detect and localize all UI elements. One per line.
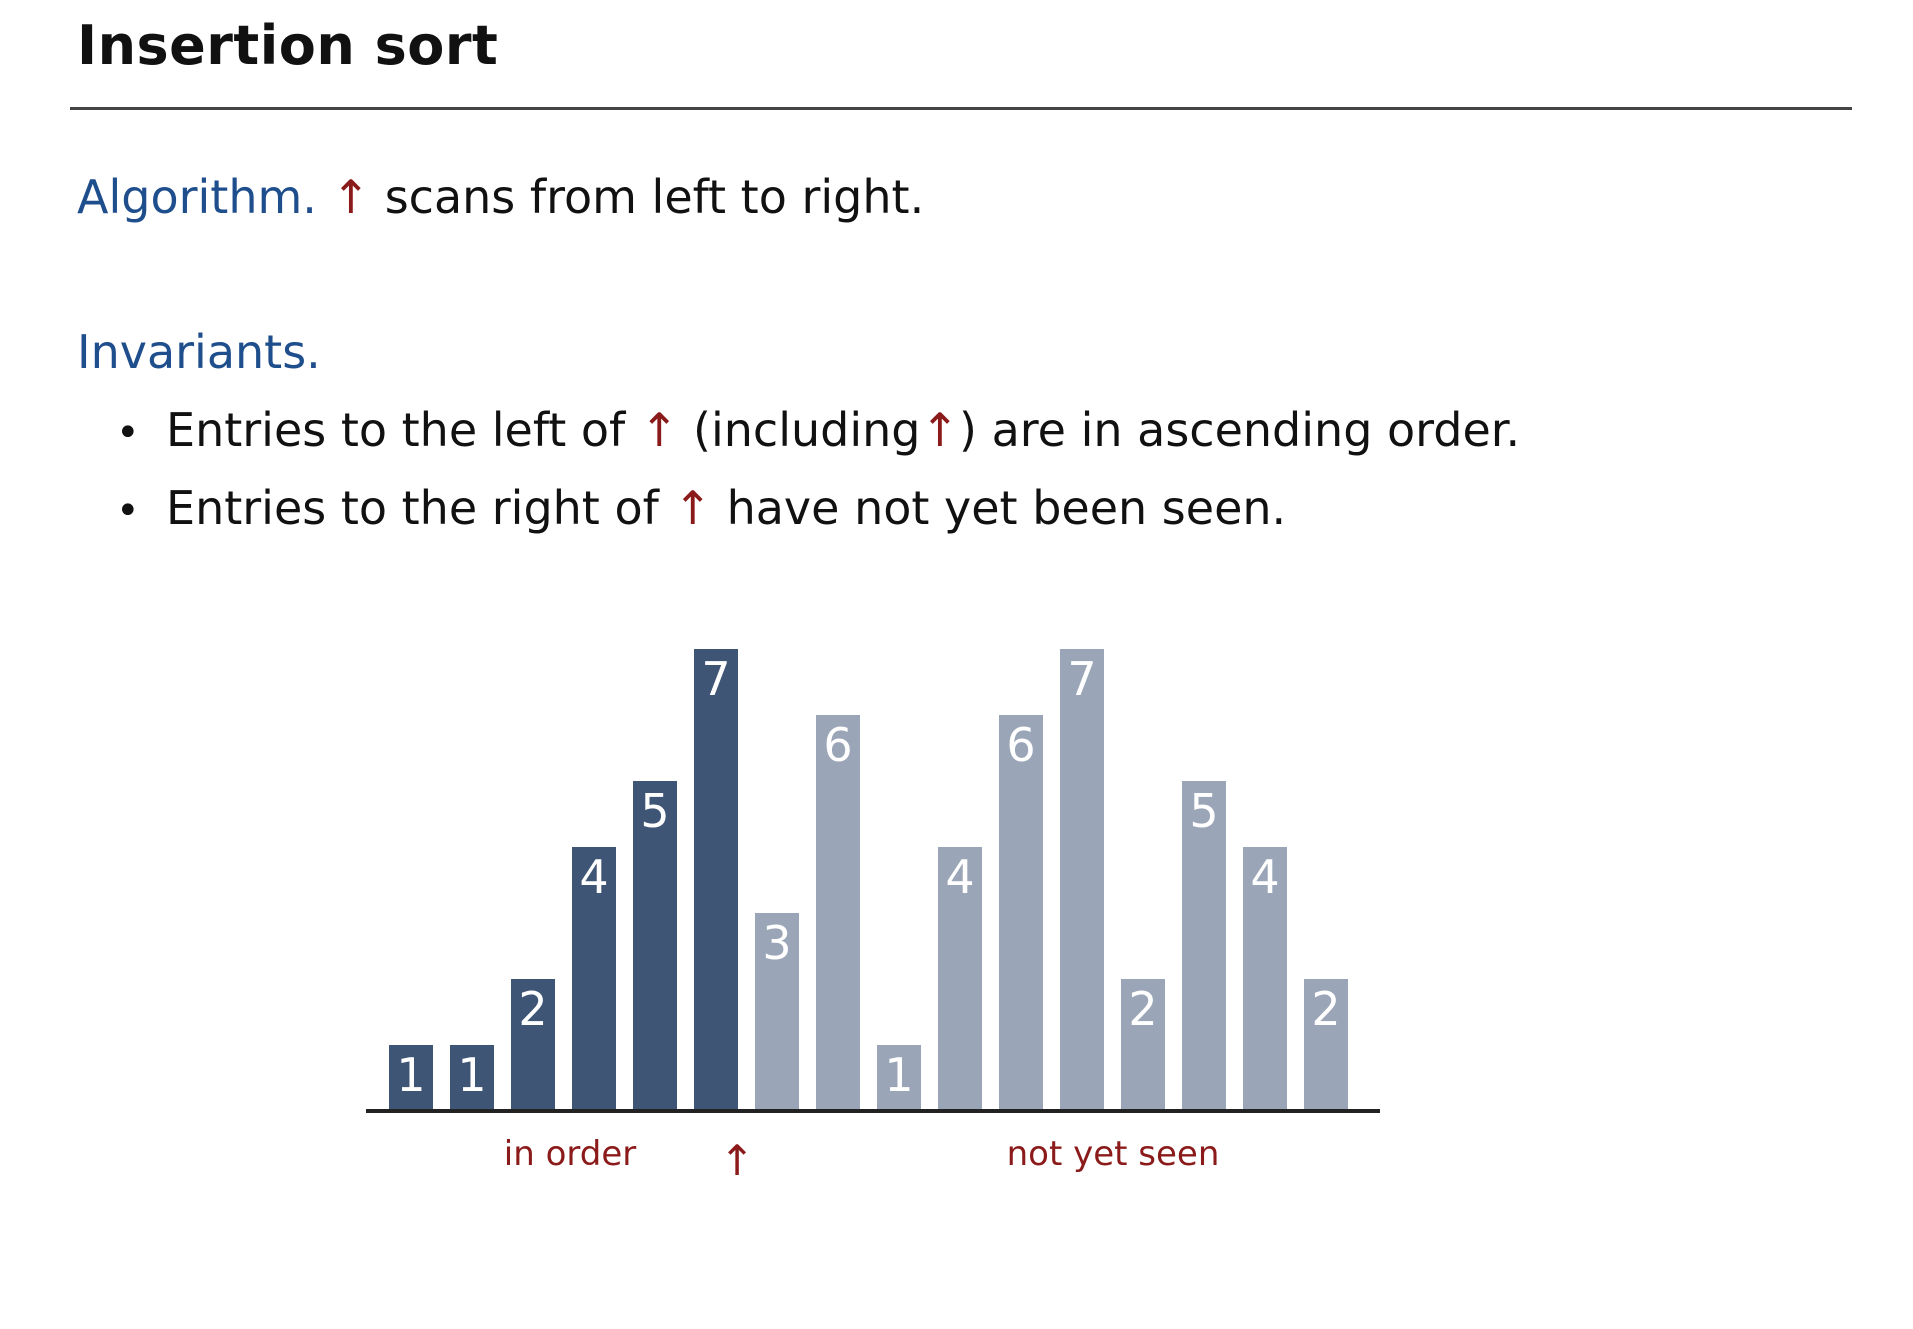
invariant-1-part2: (including	[693, 403, 921, 457]
bar-13	[1121, 979, 1165, 1111]
bar-4	[572, 847, 616, 1111]
bar-value-label: 2	[518, 982, 547, 1036]
bar-11	[999, 715, 1043, 1111]
bar-value-label: 1	[457, 1048, 486, 1102]
bar-value-label: 1	[396, 1048, 425, 1102]
invariant-1-part1: Entries to the left of	[166, 403, 626, 457]
slide-title: Insertion sort	[77, 14, 499, 77]
algorithm-text: scans from left to right.	[384, 170, 925, 224]
invariants-label: Invariants.	[77, 325, 321, 379]
bar-7	[755, 913, 799, 1111]
bar-5	[633, 781, 677, 1111]
bullet-icon: •	[116, 488, 140, 534]
bar-value-label: 1	[884, 1048, 913, 1102]
bar-value-label: 6	[1006, 718, 1035, 772]
algorithm-line: Algorithm. ↑ scans from left to right.	[77, 170, 924, 224]
bar-15	[1243, 847, 1287, 1111]
invariant-1-part3: ) are in ascending order.	[959, 403, 1521, 457]
invariant-item-1: • Entries to the left of ↑ (including↑) a…	[116, 403, 1520, 457]
in-order-caption: in order	[504, 1134, 636, 1174]
pointer-arrow-icon: ↑	[639, 403, 679, 457]
bar-value-label: 4	[945, 850, 974, 904]
bar-value-label: 4	[579, 850, 608, 904]
bar-6	[694, 649, 738, 1111]
bar-value-label: 4	[1250, 850, 1279, 904]
bar-12	[1060, 649, 1104, 1111]
bar-2	[450, 1045, 494, 1111]
bar-value-label: 7	[1067, 652, 1096, 706]
bar-16	[1304, 979, 1348, 1111]
pointer-arrow-icon: ↑	[719, 1136, 754, 1185]
bar-8	[816, 715, 860, 1111]
bar-1	[389, 1045, 433, 1111]
invariant-2-part1: Entries to the right of	[166, 481, 659, 535]
bar-value-label: 5	[1189, 784, 1218, 838]
invariant-item-2: • Entries to the right of ↑ have not yet …	[116, 481, 1286, 535]
bar-value-label: 2	[1128, 982, 1157, 1036]
pointer-arrow-icon: ↑	[673, 481, 712, 535]
bar-value-label: 3	[762, 916, 791, 970]
invariant-2-part2: have not yet been seen.	[726, 481, 1287, 535]
algorithm-label: Algorithm.	[77, 170, 317, 224]
bar-value-label: 6	[823, 718, 852, 772]
title-divider	[70, 107, 1852, 110]
not-yet-seen-caption: not yet seen	[1007, 1134, 1220, 1174]
bar-value-label: 2	[1311, 982, 1340, 1036]
bar-value-label: 5	[640, 784, 669, 838]
pointer-arrow-icon: ↑	[920, 403, 960, 457]
bar-14	[1182, 781, 1226, 1111]
pointer-arrow-icon: ↑	[331, 170, 371, 224]
bar-10	[938, 847, 982, 1111]
bar-value-label: 7	[701, 652, 730, 706]
bullet-icon: •	[116, 410, 140, 456]
bar-9	[877, 1045, 921, 1111]
bar-3	[511, 979, 555, 1111]
